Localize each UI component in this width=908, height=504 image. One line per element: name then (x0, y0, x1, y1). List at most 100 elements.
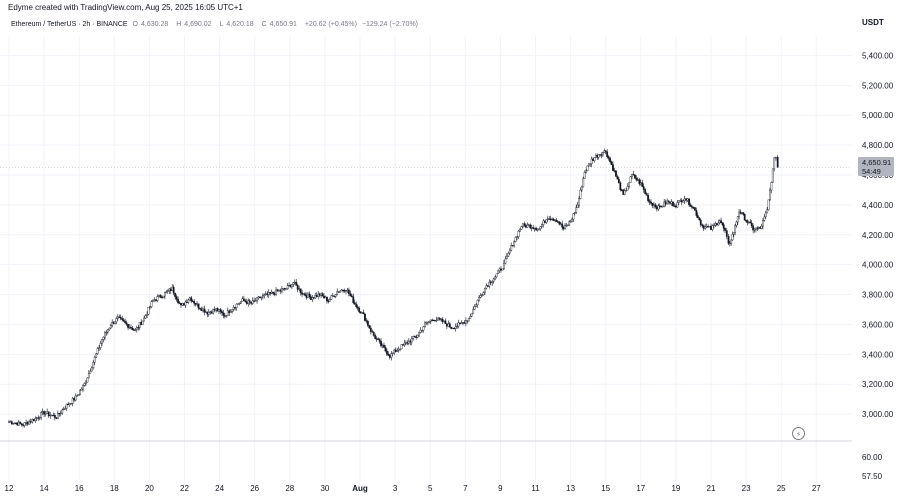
candle-body (400, 344, 403, 350)
candle-body (177, 299, 179, 303)
candle-body (59, 412, 62, 415)
time-tick-label: 7 (463, 484, 468, 493)
candle-body (380, 341, 382, 347)
candle-body (299, 288, 302, 293)
candle-body (365, 320, 368, 322)
candle-body (388, 355, 391, 358)
candle-body (361, 312, 363, 314)
candle-body (535, 227, 537, 230)
candle-body (187, 299, 190, 303)
candle-body (79, 390, 81, 395)
candle-body (156, 296, 159, 301)
candle-body (70, 403, 73, 405)
ohlc-low: L 4,620.18 (219, 21, 254, 28)
candle-body (349, 293, 352, 296)
candle-body (56, 412, 59, 419)
candle-body (256, 297, 258, 301)
candle-body (311, 297, 314, 300)
candle-body (517, 230, 520, 237)
candle-body (770, 182, 773, 191)
candle-body (272, 291, 275, 294)
candle-body (68, 403, 71, 405)
candle-body (137, 327, 140, 329)
candle-body (507, 252, 510, 257)
candle-body (644, 189, 647, 194)
candle-body (437, 317, 439, 321)
time-tick-label: 25 (777, 484, 786, 493)
candle-body (710, 226, 712, 230)
candle-body (324, 296, 327, 299)
candle-body (715, 223, 718, 226)
candles (8, 148, 779, 428)
candle-body (445, 323, 448, 327)
candle-body (298, 288, 301, 290)
price-tick-label: 3,000.00 (862, 410, 894, 419)
candle-body (331, 295, 334, 297)
candle-body (251, 300, 254, 304)
candle-body (530, 227, 533, 229)
candle-body (620, 189, 623, 191)
candle-body (169, 288, 172, 291)
candle-body (421, 329, 423, 332)
candle-body (641, 182, 644, 187)
candle-body (450, 326, 453, 329)
candle-body (529, 224, 532, 229)
candle-body (140, 322, 143, 325)
candle-body (368, 325, 371, 329)
candle-body (183, 303, 185, 306)
volume-axis: 60.00 57.50 (862, 453, 883, 481)
candle-body (727, 236, 730, 244)
candle-body (447, 323, 450, 327)
candle-body (164, 292, 166, 297)
candle-body (105, 331, 108, 334)
price-tick-label: 5,000.00 (862, 111, 894, 120)
candle-body (221, 311, 223, 314)
candle-body (752, 225, 755, 231)
lightning-icon[interactable]: ⚡ (792, 427, 805, 440)
candle-body (165, 291, 168, 293)
candle-body (396, 350, 399, 353)
candle-body (286, 285, 289, 290)
candle-body (589, 163, 592, 165)
candle-body (653, 204, 655, 206)
time-tick-label: 20 (145, 484, 154, 493)
candle-body (548, 218, 551, 220)
candle-body (405, 342, 407, 344)
candle-body (90, 367, 93, 372)
candle-body (340, 289, 343, 292)
candle-body (98, 347, 100, 349)
candle-body (87, 373, 90, 379)
candle-body (623, 190, 626, 195)
candle-body (481, 294, 483, 296)
candle-body (273, 293, 276, 295)
candle-body (555, 219, 558, 222)
candle-body (438, 317, 441, 320)
candle-body (626, 186, 629, 191)
currency-label[interactable]: USDT (862, 18, 884, 27)
candle-body (426, 322, 429, 324)
candle-body (403, 342, 406, 346)
price-axis[interactable]: 3,000.00 3,200.00 3,400.00 3,600.00 3,800.00… (862, 51, 894, 419)
candle-body (488, 281, 491, 287)
candle-body (596, 155, 599, 158)
candle-body (210, 311, 213, 314)
candle-body (67, 403, 70, 406)
candle-body (17, 421, 20, 426)
candle-body (336, 291, 339, 295)
time-axis[interactable]: 12 14 16 18 20 22 24 26 28 30 Aug 3 5 7 9 11 13 15 17 19 21 2… (5, 484, 822, 493)
candle-body (333, 295, 336, 297)
candle-body (763, 216, 766, 221)
candle-body (386, 350, 388, 355)
candle-body (722, 224, 725, 229)
time-tick-label: 26 (250, 484, 259, 493)
candle-body (115, 318, 118, 323)
candle-body (756, 227, 759, 229)
candle-body (425, 322, 428, 324)
candle-body (491, 281, 494, 284)
candle-body (200, 308, 203, 311)
candle-body (688, 198, 690, 206)
candle-body (642, 186, 645, 190)
candle-body (155, 299, 157, 301)
candle-body (168, 288, 171, 292)
